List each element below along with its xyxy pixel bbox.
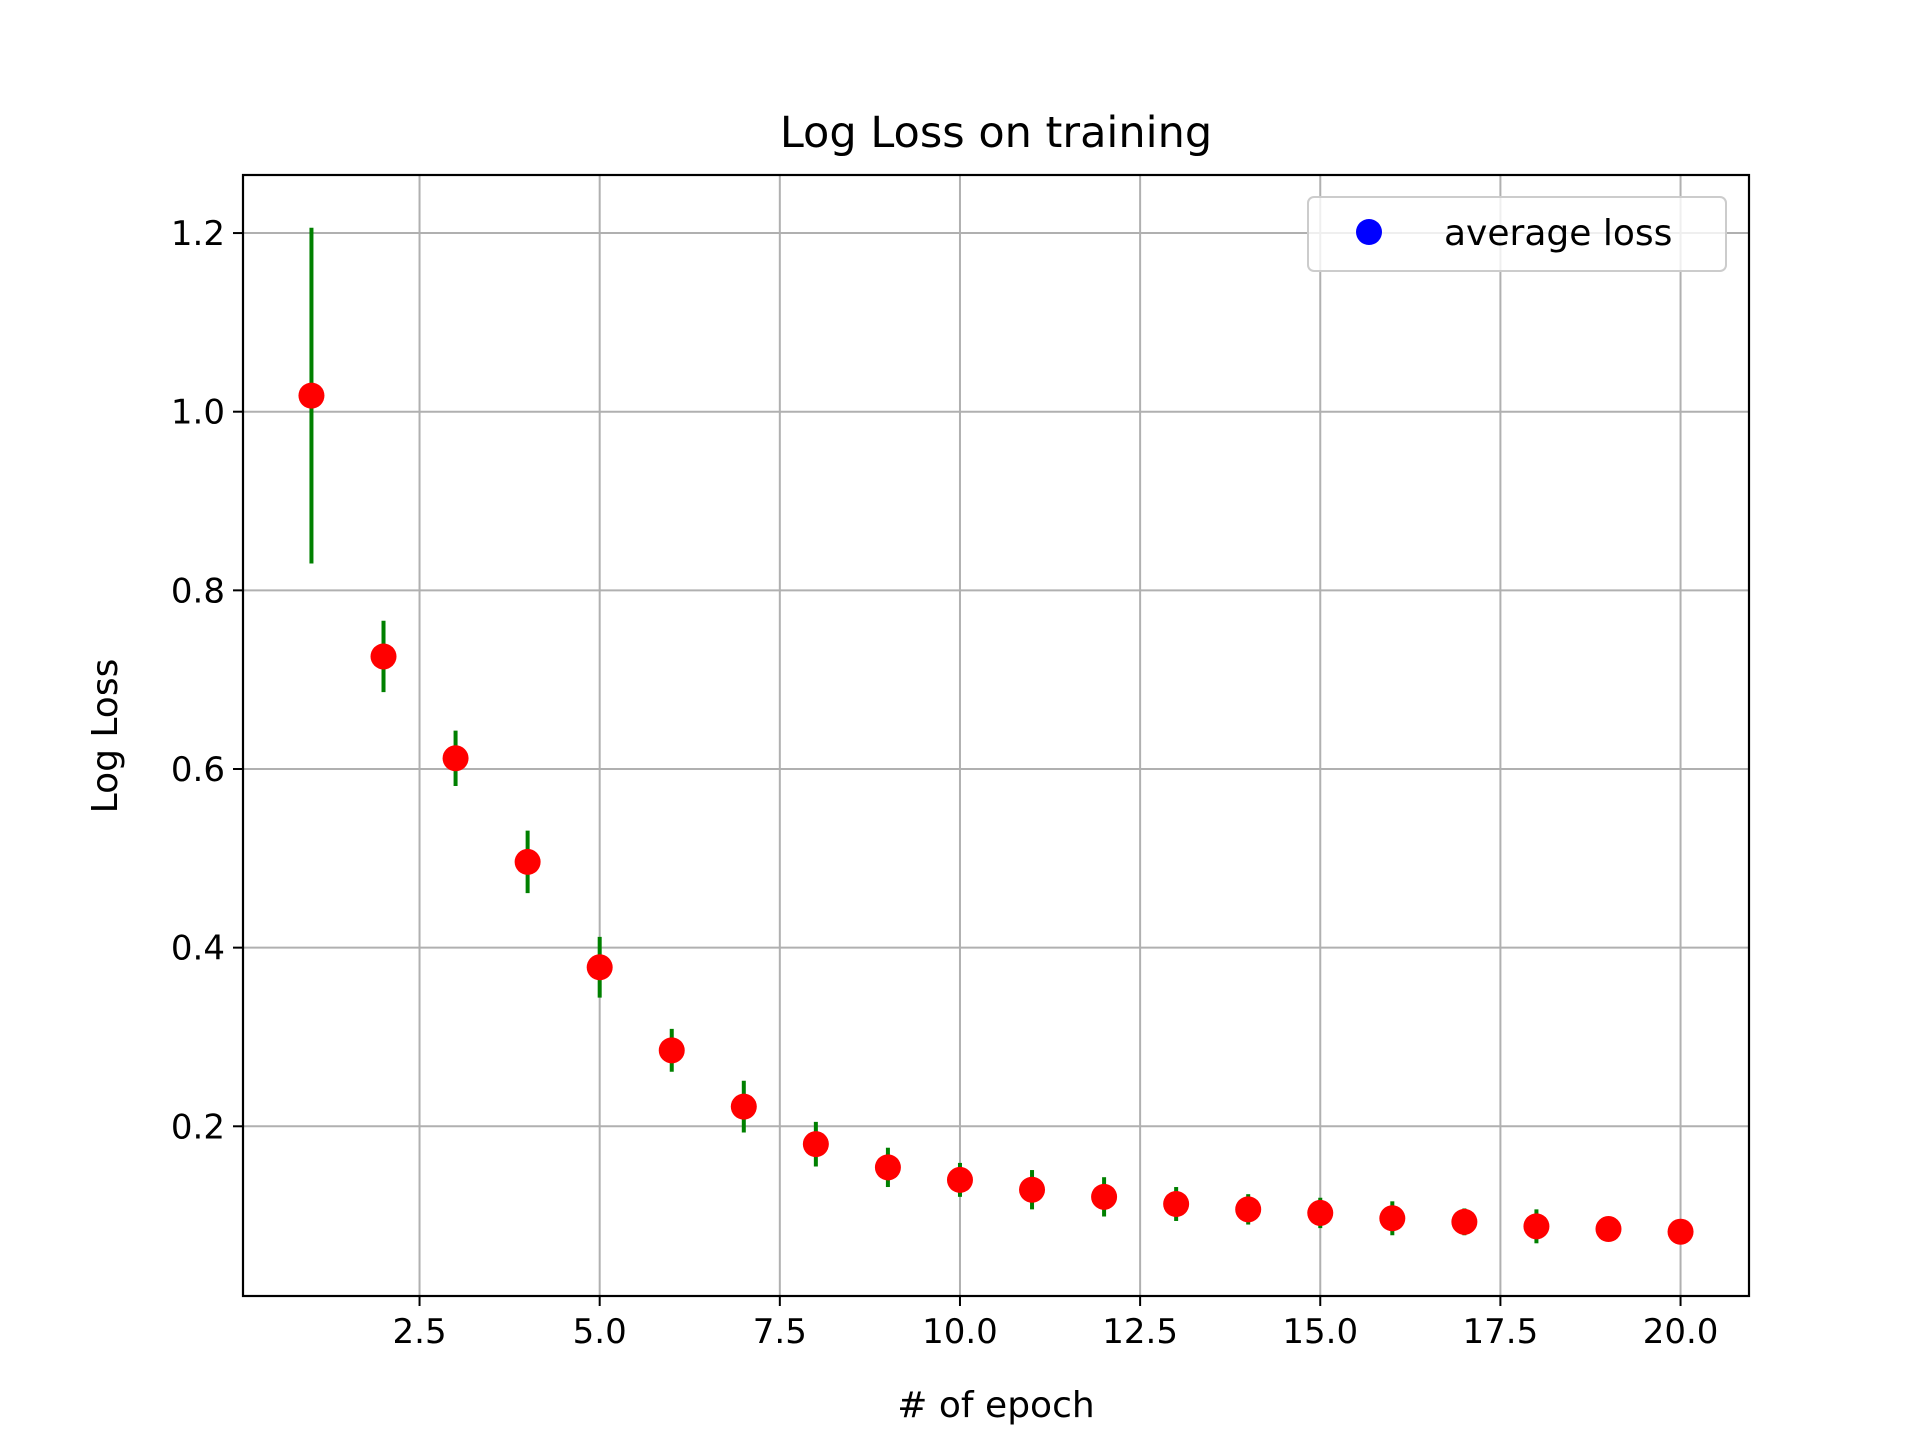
y-tick-label: 0.4 bbox=[171, 929, 225, 969]
x-tick-label: 5.0 bbox=[573, 1312, 627, 1352]
data-point bbox=[1667, 1218, 1694, 1245]
chart-title: Log Loss on training bbox=[780, 108, 1212, 158]
legend-box bbox=[1307, 196, 1727, 272]
data-point bbox=[1019, 1176, 1046, 1203]
y-tick-label: 1.0 bbox=[171, 393, 225, 433]
legend-marker bbox=[1356, 219, 1382, 245]
legend-label: average loss bbox=[1444, 213, 1672, 254]
y-tick-label: 0.8 bbox=[171, 571, 225, 611]
x-tick-label: 12.5 bbox=[1102, 1312, 1178, 1352]
x-tick-label: 20.0 bbox=[1643, 1312, 1719, 1352]
data-point bbox=[1307, 1199, 1334, 1226]
data-point bbox=[442, 745, 469, 772]
x-tick-label: 10.0 bbox=[922, 1312, 998, 1352]
x-tick-label: 17.5 bbox=[1463, 1312, 1539, 1352]
grid-layer bbox=[243, 175, 1749, 1296]
data-point bbox=[946, 1166, 973, 1193]
data-point bbox=[1451, 1208, 1478, 1235]
data-point bbox=[1163, 1190, 1190, 1217]
x-tick-label: 2.5 bbox=[393, 1312, 447, 1352]
marks-layer bbox=[298, 227, 1694, 1245]
data-point bbox=[514, 848, 541, 875]
data-point bbox=[802, 1131, 829, 1158]
y-tick-label: 0.6 bbox=[171, 750, 225, 790]
data-point bbox=[298, 382, 325, 409]
x-axis-label: # of epoch bbox=[897, 1385, 1094, 1426]
ticks-layer: 2.5 5.0 7.5 10.0 12.5 15.0 17.5 20.0 0.2 0.4 0.6 0.… bbox=[171, 214, 1718, 1352]
data-point bbox=[370, 643, 397, 670]
plot-frame bbox=[241, 173, 1751, 1298]
data-point bbox=[1595, 1216, 1622, 1243]
y-axis-label: Log Loss bbox=[85, 659, 126, 814]
data-point bbox=[586, 954, 613, 981]
x-tick-label: 7.5 bbox=[753, 1312, 807, 1352]
data-point bbox=[874, 1154, 901, 1181]
data-point bbox=[1235, 1196, 1262, 1223]
data-point bbox=[1379, 1205, 1406, 1232]
y-tick-label: 1.2 bbox=[171, 214, 225, 254]
y-tick-label: 0.2 bbox=[171, 1107, 225, 1147]
data-point bbox=[730, 1093, 757, 1120]
data-point bbox=[1523, 1213, 1550, 1240]
data-point bbox=[658, 1037, 685, 1064]
x-tick-label: 15.0 bbox=[1282, 1312, 1358, 1352]
legend: average loss bbox=[1307, 196, 1727, 272]
data-point bbox=[1091, 1183, 1118, 1210]
